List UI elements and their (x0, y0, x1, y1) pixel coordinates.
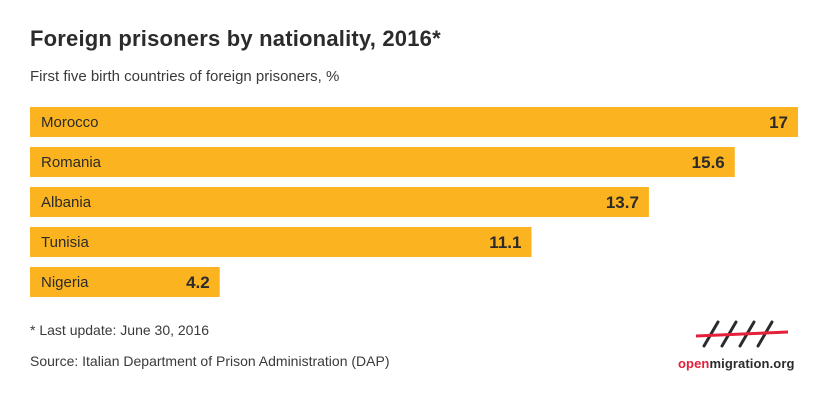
bar-label-romania: Romania (41, 154, 102, 171)
bar-value-nigeria: 4.2 (186, 273, 210, 292)
source-note: Source: Italian Department of Prison Adm… (30, 353, 390, 369)
logo-mark-icon (696, 320, 788, 348)
bar-label-tunisia: Tunisia (41, 234, 89, 251)
logo-brand-part: open (678, 356, 710, 371)
chart-subtitle: First five birth countries of foreign pr… (30, 68, 340, 85)
bar-value-romania: 15.6 (692, 153, 725, 172)
bar-tunisia (30, 227, 532, 257)
bar-nigeria (30, 267, 220, 297)
bar-label-nigeria: Nigeria (41, 274, 89, 291)
chart-title: Foreign prisoners by nationality, 2016* (30, 26, 441, 51)
bar-romania (30, 147, 735, 177)
bar-value-albania: 13.7 (606, 193, 639, 212)
bar-albania (30, 187, 649, 217)
logo-text: openmigration.org (678, 356, 795, 371)
bar-label-morocco: Morocco (41, 114, 99, 131)
footnote: * Last update: June 30, 2016 (30, 322, 210, 338)
openmigration-logo[interactable]: openmigration.org (678, 318, 808, 380)
bar-value-tunisia: 11.1 (489, 233, 521, 252)
bar-label-albania: Albania (41, 194, 92, 211)
bar-morocco (30, 107, 798, 137)
bar-value-morocco: 17 (769, 113, 788, 132)
logo-rest-part: migration.org (709, 356, 795, 371)
bar-chart: Morocco 17 Romania 15.6 Albania 13.7 Tunisia 11… (30, 107, 798, 297)
